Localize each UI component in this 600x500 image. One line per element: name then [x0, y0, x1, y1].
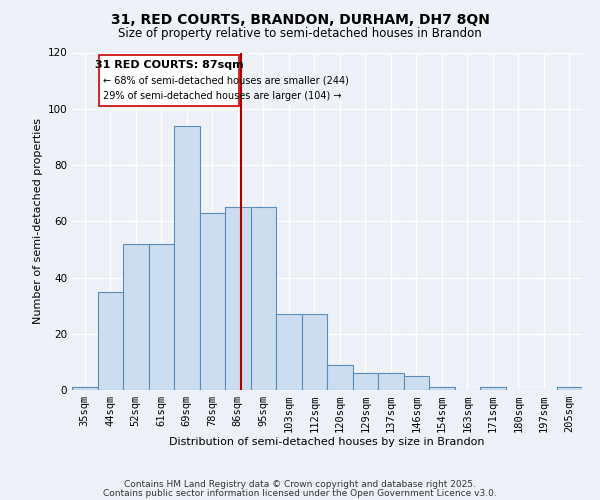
Bar [378, 373, 404, 390]
Text: Contains HM Land Registry data © Crown copyright and database right 2025.: Contains HM Land Registry data © Crown c… [124, 480, 476, 489]
Text: 31, RED COURTS, BRANDON, DURHAM, DH7 8QN: 31, RED COURTS, BRANDON, DURHAM, DH7 8QN [110, 12, 490, 26]
Bar [557, 387, 582, 390]
Bar [97, 292, 123, 390]
FancyBboxPatch shape [99, 56, 239, 106]
Text: Contains public sector information licensed under the Open Government Licence v3: Contains public sector information licen… [103, 488, 497, 498]
Bar [149, 244, 174, 390]
Bar [225, 207, 251, 390]
Bar [276, 314, 302, 390]
Text: 31 RED COURTS: 87sqm: 31 RED COURTS: 87sqm [95, 60, 243, 70]
Bar [123, 244, 149, 390]
Y-axis label: Number of semi-detached properties: Number of semi-detached properties [33, 118, 43, 324]
Bar [199, 213, 225, 390]
Bar [429, 387, 455, 390]
Text: 29% of semi-detached houses are larger (104) →: 29% of semi-detached houses are larger (… [103, 91, 341, 101]
Text: Size of property relative to semi-detached houses in Brandon: Size of property relative to semi-detach… [118, 28, 482, 40]
Bar [302, 314, 327, 390]
Bar [251, 207, 276, 390]
Bar [72, 387, 97, 390]
Bar [480, 387, 505, 390]
Bar [353, 373, 378, 390]
Bar [174, 126, 199, 390]
Bar [327, 364, 353, 390]
Text: ← 68% of semi-detached houses are smaller (244): ← 68% of semi-detached houses are smalle… [103, 76, 349, 86]
X-axis label: Distribution of semi-detached houses by size in Brandon: Distribution of semi-detached houses by … [169, 436, 485, 446]
Bar [404, 376, 429, 390]
